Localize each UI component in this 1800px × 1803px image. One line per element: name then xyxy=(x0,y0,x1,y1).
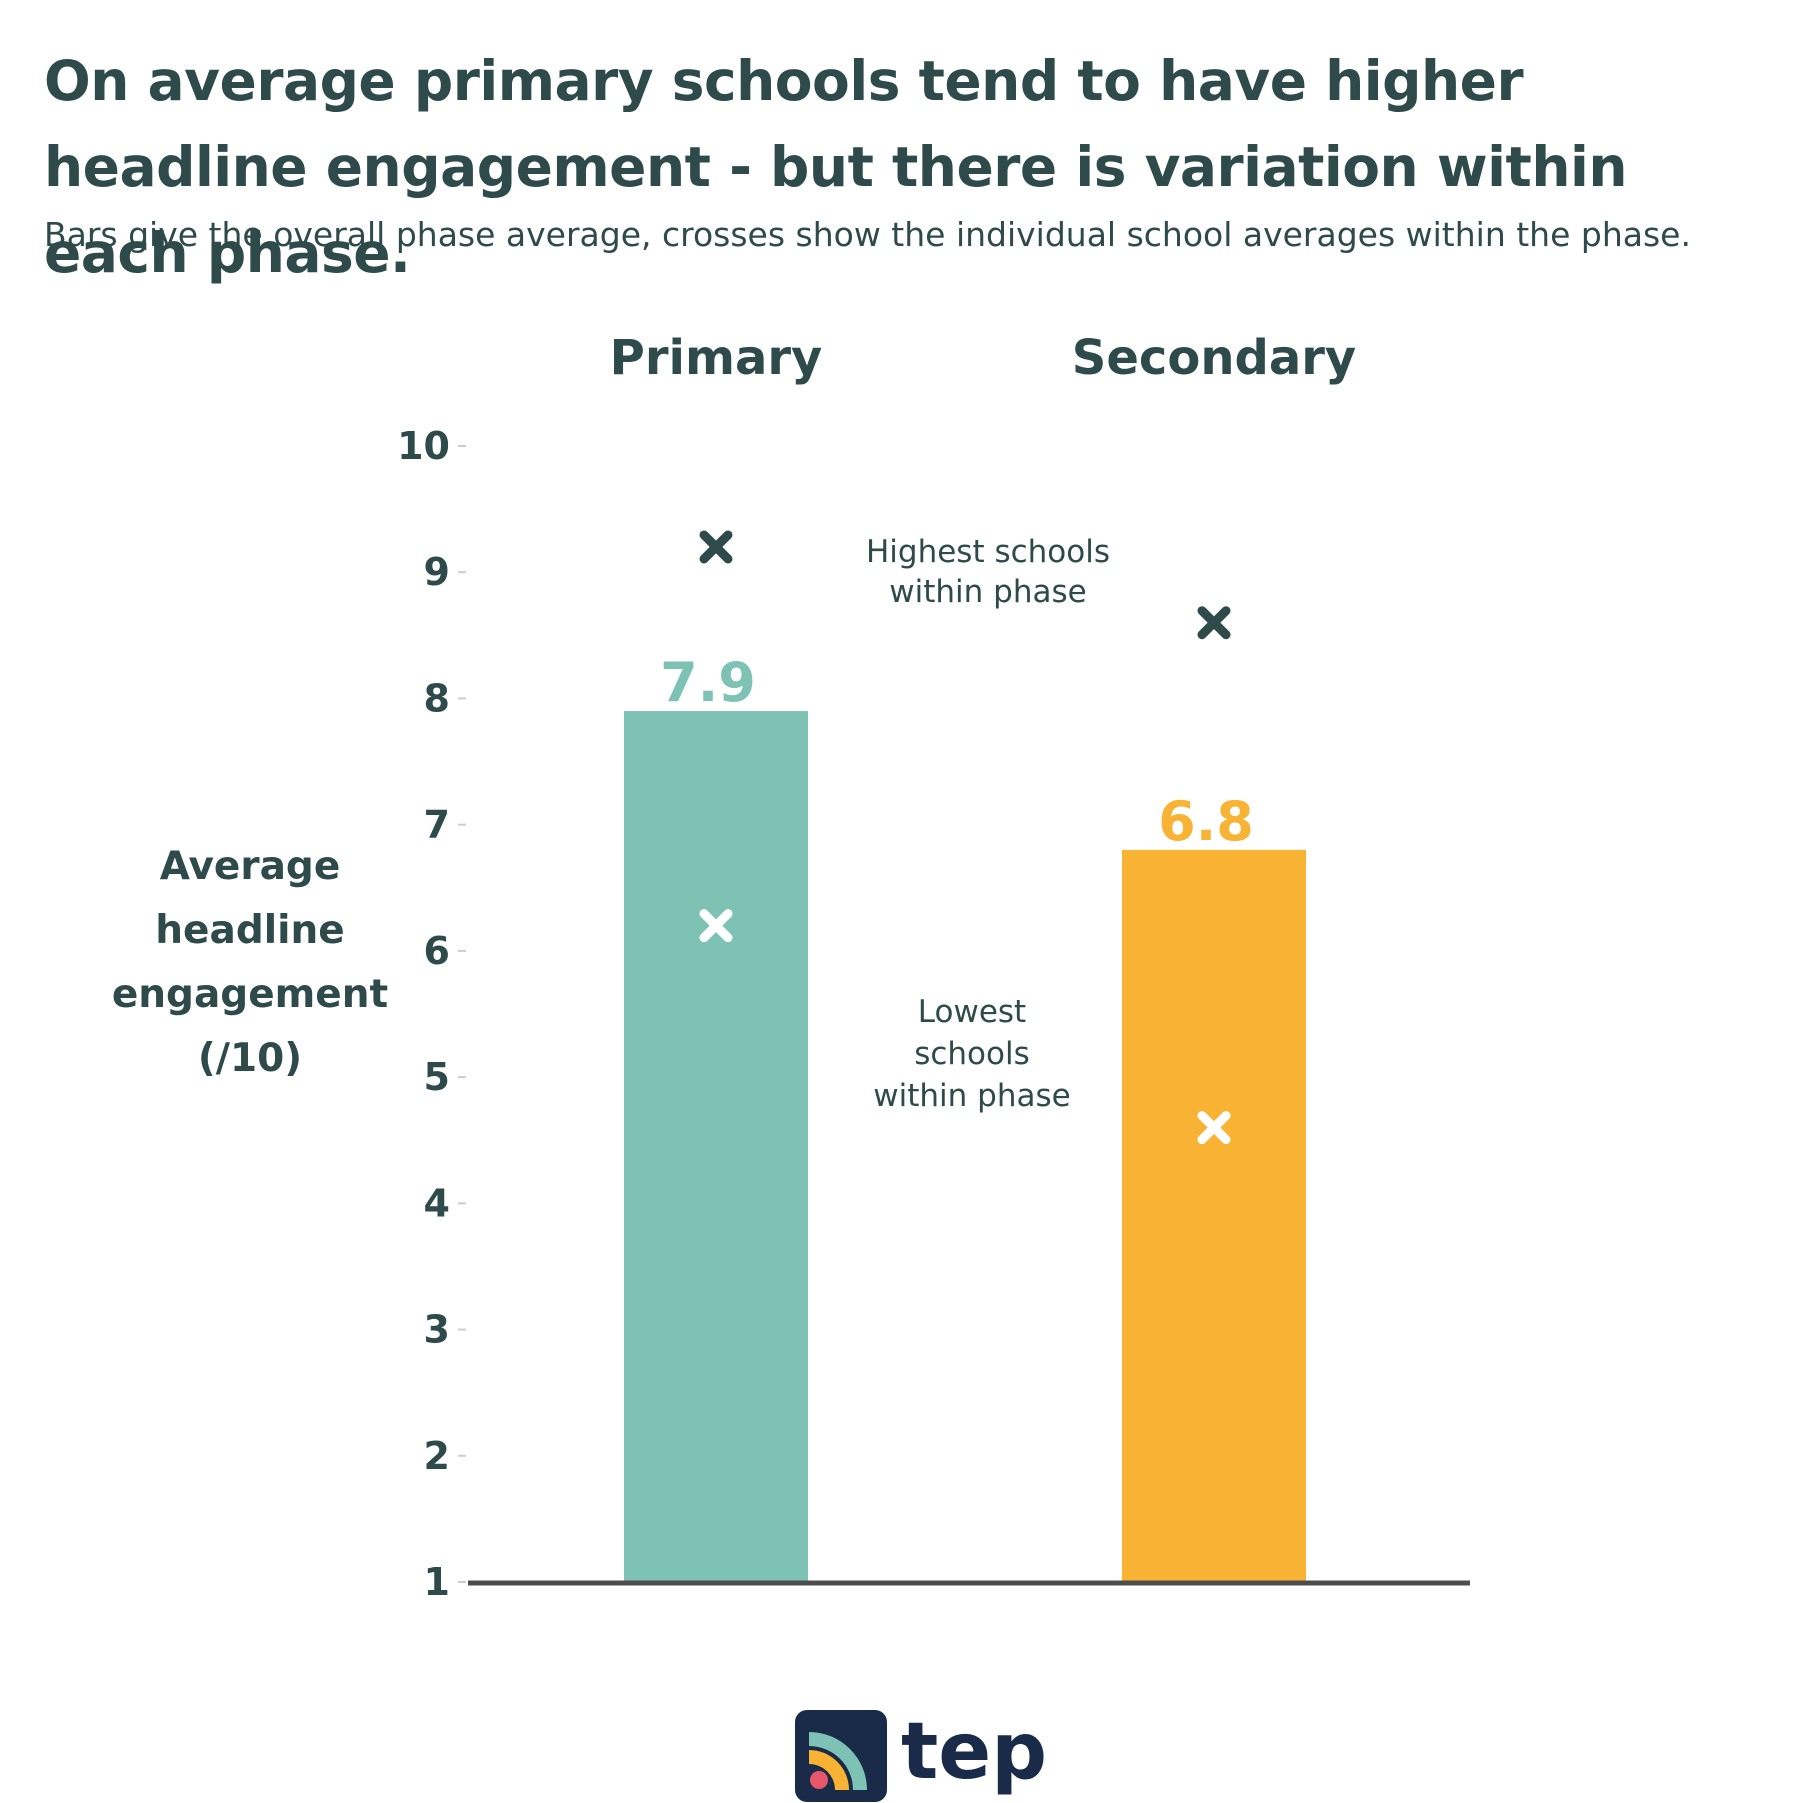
highest-school-marker-secondary xyxy=(1197,606,1231,640)
chart-title: On average primary schools tend to have … xyxy=(44,49,1627,285)
bar-primary xyxy=(624,711,808,1582)
logo-text: tep xyxy=(901,1706,1048,1797)
bar-secondary xyxy=(1122,849,1306,1582)
data-label-secondary: 6.8 xyxy=(1158,790,1254,853)
y-tick-label: 5 xyxy=(424,1055,450,1099)
y-tick-label: 4 xyxy=(424,1181,450,1225)
y-tick-label: 9 xyxy=(424,550,450,594)
y-tick-label: 7 xyxy=(424,803,450,847)
y-tick-label: 6 xyxy=(424,929,450,973)
category-label-primary: Primary xyxy=(610,330,823,386)
y-tick-label: 8 xyxy=(424,676,450,720)
y-tick-label: 2 xyxy=(424,1434,450,1478)
annotation-lowest-schools: Lowest schools within phase xyxy=(873,994,1070,1114)
bar-chart: 1 2 3 4 5 6 7 8 9 10 Primary 7.9 Secondary 6.8 Highest… xyxy=(397,330,1470,1604)
y-tick-label: 10 xyxy=(397,424,450,468)
category-label-secondary: Secondary xyxy=(1072,330,1356,386)
data-label-primary: 7.9 xyxy=(660,651,756,714)
y-tick-label: 3 xyxy=(424,1308,450,1352)
annotation-highest-schools: Highest schools within phase xyxy=(866,534,1110,610)
tep-logo: tep xyxy=(795,1708,1047,1803)
y-axis-label: Average headline engagement (/10) xyxy=(111,844,389,1081)
tep-logo-icon xyxy=(795,1709,887,1802)
lowest-school-marker-primary xyxy=(699,909,733,943)
highest-school-marker-primary xyxy=(699,530,733,564)
lowest-school-marker-secondary xyxy=(1197,1111,1231,1145)
y-tick-label: 1 xyxy=(424,1560,450,1604)
chart-subtitle: Bars give the overall phase average, cro… xyxy=(44,215,1691,254)
